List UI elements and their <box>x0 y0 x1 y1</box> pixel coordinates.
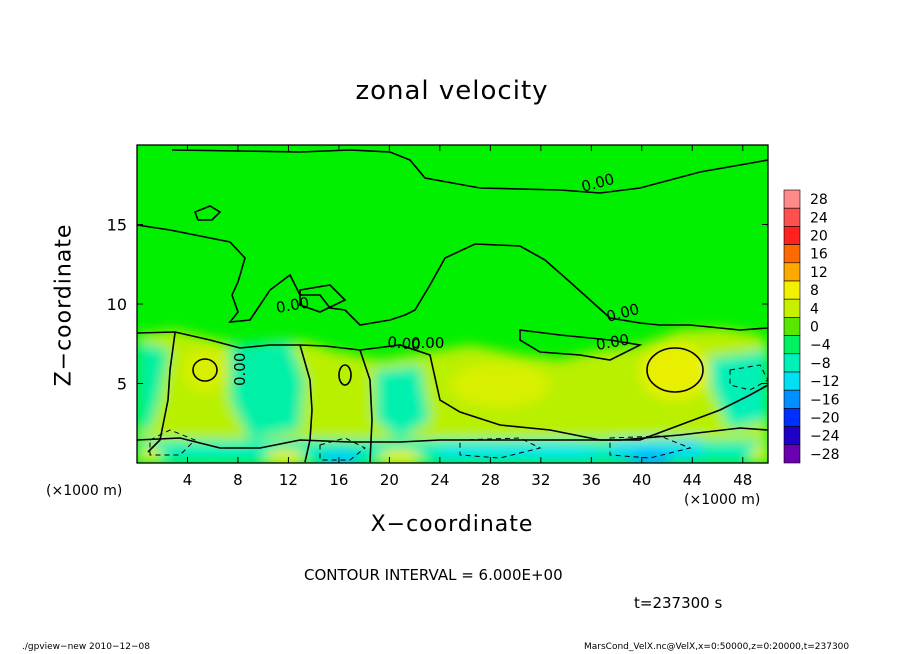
contour-labels: 0.000.000.000.000.000.000.00 <box>231 170 641 386</box>
positive-core-bottom-a <box>265 450 305 463</box>
colorbar-label: 16 <box>810 247 828 263</box>
time-label: t=237300 s <box>634 594 723 612</box>
y-axis-unit: (×1000 m) <box>46 483 123 499</box>
footer-script-info: ./gpview−new 2010−12−08 <box>22 642 150 652</box>
positive-core-a <box>183 348 227 392</box>
colorbar-swatch <box>783 335 801 355</box>
colorbar-label: 28 <box>810 192 828 208</box>
contour-lines <box>137 149 768 463</box>
colorbar-label: −12 <box>810 374 840 390</box>
contour-bottom-loop <box>137 427 768 449</box>
colorbar-label: −28 <box>810 447 840 463</box>
positive-core-b <box>450 363 550 407</box>
contour-label: 0.00 <box>411 334 444 352</box>
y-axis-ticks: 5 10 15 <box>107 216 768 394</box>
colorbar-label: −4 <box>810 338 831 354</box>
x-tick-label: 48 <box>733 471 752 489</box>
contour-pos-ring-a <box>192 358 218 382</box>
contour-interval-text: CONTOUR INTERVAL = 6.000E+00 <box>304 566 563 584</box>
x-tick-label: 40 <box>632 471 651 489</box>
colorbar-swatch <box>783 426 801 446</box>
x-tick-label: 8 <box>233 471 243 489</box>
colorbar-swatch <box>783 262 801 282</box>
field-shading <box>137 328 768 463</box>
contour-blob-right <box>519 329 643 361</box>
colorbar-label: 0 <box>810 320 819 336</box>
contour-c2 <box>359 349 373 463</box>
colorbar-swatch <box>783 389 801 409</box>
contour-patch-a <box>193 205 222 221</box>
contour-label: 0.00 <box>231 353 249 386</box>
colorbar-swatch <box>783 280 801 300</box>
x-tick-label: 32 <box>531 471 550 489</box>
colorbar-swatch <box>783 226 801 245</box>
contour-label: 0.00 <box>387 333 422 354</box>
negative-region-a <box>137 340 170 430</box>
colorbar-swatch <box>783 207 801 227</box>
negative-core-a <box>318 452 362 463</box>
negative-core-b <box>628 452 672 463</box>
negative-region-b <box>230 340 305 440</box>
contour-label: 0.00 <box>275 293 311 317</box>
colorbar-swatch <box>783 444 801 464</box>
x-tick-label: 16 <box>329 471 348 489</box>
x-axis-ticks: 4 8 12 16 20 24 28 32 36 40 44 48 <box>183 145 752 489</box>
footer-file-info: MarsCond_VelX.nc@VelX,x=0:50000,z=0:2000… <box>584 642 850 652</box>
colorbar-label: 24 <box>810 210 828 226</box>
y-tick-label: 15 <box>107 216 127 235</box>
contour-pos-ring-b <box>646 347 704 393</box>
colorbar-label: −16 <box>810 392 840 408</box>
x-tick-label: 20 <box>380 471 399 489</box>
x-axis-unit: (×1000 m) <box>684 492 761 508</box>
x-tick-label: 4 <box>183 471 193 489</box>
plot-area <box>137 145 768 463</box>
x-tick-label: 24 <box>430 471 449 489</box>
contour-patch-b <box>299 284 347 313</box>
contour-label: 0.00 <box>595 330 631 354</box>
negative-region-c <box>375 365 430 440</box>
colorbar-label: −24 <box>810 429 840 445</box>
positive-core-c <box>640 344 710 400</box>
contour-left-vert <box>147 332 176 453</box>
colorbar-label: 20 <box>810 229 828 245</box>
contour-center-vert <box>299 344 313 463</box>
x-axis-label: X−coordinate <box>370 512 534 537</box>
contour-dashed <box>149 364 768 461</box>
contour-mid <box>137 224 768 331</box>
colorbar-label: 12 <box>810 265 828 281</box>
colorbar-swatch <box>783 244 801 264</box>
colorbar-swatch <box>783 353 801 373</box>
x-tick-label: 44 <box>683 471 702 489</box>
colorbar-label: 4 <box>810 301 819 317</box>
contour-lower <box>137 331 768 441</box>
x-tick-label: 36 <box>582 471 601 489</box>
colorbar-swatch <box>783 189 801 209</box>
negative-region-d <box>700 350 768 430</box>
chart-title: zonal velocity <box>355 76 549 106</box>
y-tick-label: 5 <box>117 375 127 394</box>
colorbar-swatch <box>783 298 801 318</box>
colorbar-swatch <box>783 317 801 336</box>
x-tick-label: 12 <box>279 471 298 489</box>
y-tick-label: 10 <box>107 295 127 314</box>
colorbar-swatch <box>783 408 801 427</box>
colorbar-label: −8 <box>810 356 831 372</box>
colorbar-swatch <box>783 371 801 391</box>
contour-pos-ring-c <box>338 364 352 386</box>
positive-core-bottom-d <box>750 447 768 463</box>
colorbar: 28 24 20 16 12 8 4 0 −4 −8 −12 −16 −20 −24 −28 <box>783 189 840 464</box>
x-tick-label: 28 <box>481 471 500 489</box>
contour-upper <box>171 149 768 194</box>
colorbar-label: −20 <box>810 411 840 427</box>
colorbar-label: 8 <box>810 283 819 299</box>
